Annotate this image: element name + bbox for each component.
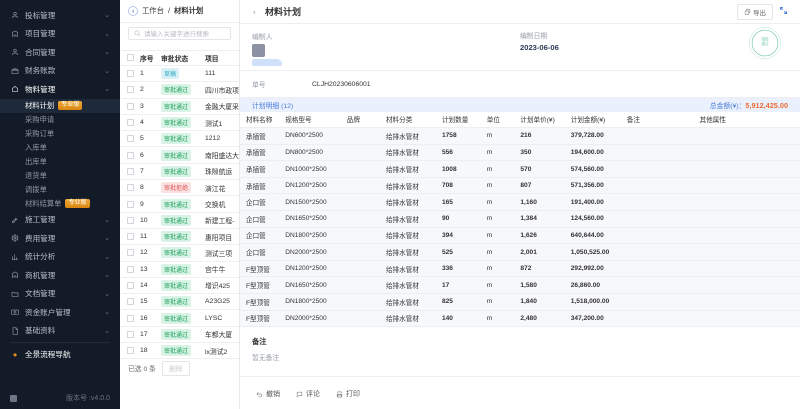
svg-text:审批: 审批 <box>761 36 769 41</box>
svg-text:通过: 通过 <box>761 41 769 46</box>
